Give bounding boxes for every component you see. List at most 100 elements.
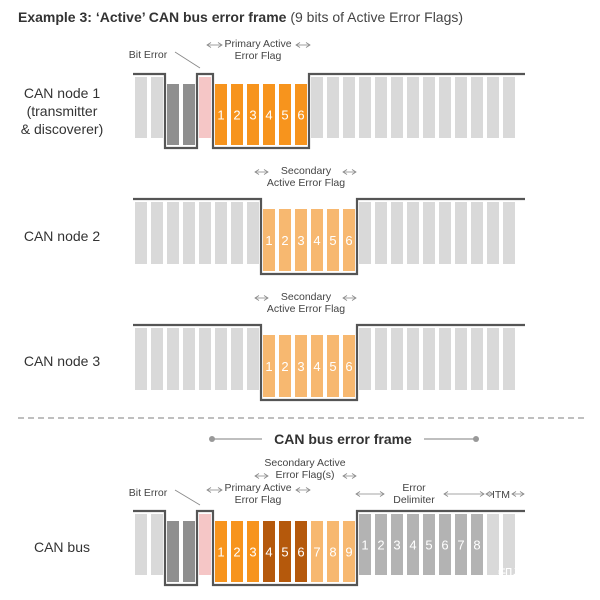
secondary-span-right-2-head-left [342, 169, 348, 175]
bit-recessive [135, 328, 147, 390]
itm-span-left-head-right [488, 491, 494, 497]
bit-recessive [439, 202, 451, 264]
bit-error-label: Bit Error [129, 49, 168, 61]
bit-delimiter [359, 514, 371, 575]
bit-secondary-flag [327, 521, 339, 582]
bit-primary-flag [215, 521, 227, 582]
bit-number: 2 [281, 233, 288, 248]
bus-header: CAN bus error frame [274, 431, 412, 447]
bit-secondary-flag [311, 335, 323, 397]
delimiter-span-left-head-left [355, 491, 361, 497]
bus-bit-error-label: Bit Error [129, 487, 168, 499]
bit-number: 7 [457, 538, 464, 553]
bit-recessive [247, 328, 259, 390]
bit-recessive [423, 328, 435, 390]
bit-primary-flag [247, 521, 259, 582]
bit-number: 3 [297, 233, 304, 248]
delimiter-span-right-head-right [479, 491, 485, 497]
secondary-span-left-2-head-right [263, 169, 269, 175]
bit-secondary-flag [295, 335, 307, 397]
bit-recessive [247, 202, 259, 264]
bit-recessive [231, 202, 243, 264]
bit-recessive [375, 202, 387, 264]
bit-recessive [471, 77, 483, 138]
bit-number: 6 [345, 359, 352, 374]
bit-overlap-flag [279, 521, 291, 582]
bus-secondary-span-right-head-right [351, 473, 357, 479]
bit-recessive [135, 77, 147, 138]
bit-number: 3 [297, 359, 304, 374]
bus-primary-span-right-head-left [295, 487, 301, 493]
bit-recessive [199, 202, 211, 264]
secondary-span-left-3-head-left [254, 295, 260, 301]
bit-number: 6 [345, 233, 352, 248]
bit-recessive [375, 328, 387, 390]
bit-primary-flag [231, 84, 243, 145]
bit-primary-flag [295, 84, 307, 145]
bit-recessive [423, 202, 435, 264]
bit-recessive [423, 77, 435, 138]
bit-recessive [471, 202, 483, 264]
bit-recessive [391, 202, 403, 264]
bus-primary-flag-label: Error Flag [235, 494, 282, 506]
primary-flag-label: Error Flag [235, 50, 282, 62]
secondary-span-right-3-head-left [342, 295, 348, 301]
bit-primary-flag [263, 84, 275, 145]
primary-span-right-head-left [295, 42, 301, 48]
bit-recessive [151, 514, 163, 575]
bus-secondary-span-left-head-right [263, 473, 269, 479]
bit-number: 6 [441, 538, 448, 553]
bit-recessive [359, 328, 371, 390]
bit-number: 1 [265, 359, 272, 374]
bit-recessive [343, 77, 355, 138]
bit-dominant [183, 84, 195, 145]
secondary-flag-label: Active Error Flag [267, 303, 345, 315]
bit-recessive [183, 328, 195, 390]
bit-recessive [503, 328, 515, 390]
bit-number: 3 [393, 538, 400, 553]
bit-secondary-flag [311, 521, 323, 582]
bit-number: 2 [377, 538, 384, 553]
bit-delimiter [407, 514, 419, 575]
bit-recessive [231, 328, 243, 390]
node-1-label: CAN node 1 (transmitter & discoverer) [21, 85, 103, 137]
bit-recessive [487, 328, 499, 390]
bit-delimiter [455, 514, 467, 575]
bit-secondary-flag [295, 209, 307, 271]
bit-number: 9 [345, 545, 352, 560]
bit-recessive [391, 328, 403, 390]
primary-span-left-head-right [217, 42, 223, 48]
bus-primary-span-right-head-right [305, 487, 311, 493]
bit-recessive [503, 514, 515, 575]
bit-number: 2 [233, 108, 240, 123]
page-title: Example 3: ‘Active’ CAN bus error frame … [18, 9, 463, 25]
title-bold: Example 3: ‘Active’ CAN bus error frame [18, 9, 287, 25]
bus-primary-span-left-head-left [206, 487, 212, 493]
bit-delimiter [375, 514, 387, 575]
secondary-span-left-2-head-left [254, 169, 260, 175]
bit-rows: 1 2 3 4 5 61 2 3 4 5 61 2 3 4 5 61 2 3 4 5 6 7 8 9 1 2 3 4 5 6 7 8 [133, 72, 525, 587]
bit-recessive [359, 202, 371, 264]
bit-recessive [407, 202, 419, 264]
bit-delimiter [391, 514, 403, 575]
bit-number: 1 [217, 108, 224, 123]
signal-level-line [133, 197, 525, 276]
bit-recessive [439, 77, 451, 138]
bit-secondary-flag [343, 335, 355, 397]
delimiter-span-right-head-left [443, 491, 449, 497]
bit-recessive [151, 77, 163, 138]
bit-number: 5 [329, 359, 336, 374]
bit-dominant [167, 84, 179, 145]
itm-span-right-head-left [511, 491, 517, 497]
bit-recessive [439, 328, 451, 390]
node-1-label-line: & discoverer) [21, 121, 103, 137]
bit-recessive [327, 77, 339, 138]
bit-recessive [407, 328, 419, 390]
header-dot-right [473, 436, 479, 442]
bit-overlap-flag [263, 521, 275, 582]
bit-number: 5 [281, 108, 288, 123]
